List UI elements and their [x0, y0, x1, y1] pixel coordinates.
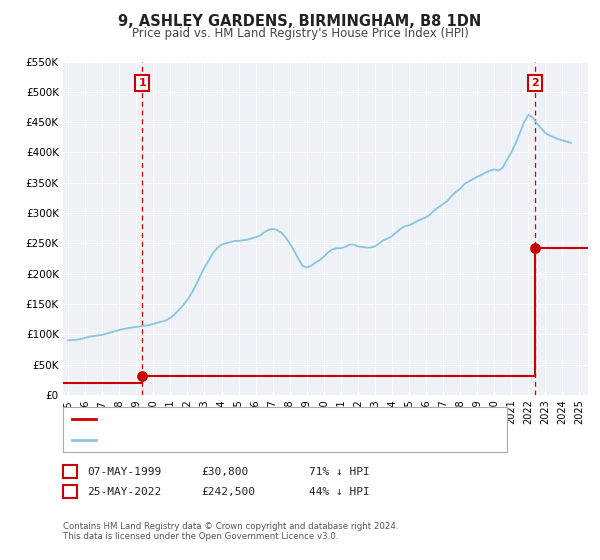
Point [530, 244, 540, 253]
Text: 2: 2 [67, 487, 74, 497]
Point [137, 372, 147, 381]
Text: Contains HM Land Registry data © Crown copyright and database right 2024.
This d: Contains HM Land Registry data © Crown c… [63, 522, 398, 542]
Text: 07-MAY-1999: 07-MAY-1999 [87, 466, 161, 477]
Text: Price paid vs. HM Land Registry's House Price Index (HPI): Price paid vs. HM Land Registry's House … [131, 27, 469, 40]
Text: HPI: Average price, detached house, Birmingham: HPI: Average price, detached house, Birm… [100, 435, 357, 445]
Text: 25-MAY-2022: 25-MAY-2022 [87, 487, 161, 497]
Text: £30,800: £30,800 [201, 466, 248, 477]
Text: 44% ↓ HPI: 44% ↓ HPI [309, 487, 370, 497]
Text: 71% ↓ HPI: 71% ↓ HPI [309, 466, 370, 477]
Text: £242,500: £242,500 [201, 487, 255, 497]
Text: 9, ASHLEY GARDENS, BIRMINGHAM, B8 1DN (detached house): 9, ASHLEY GARDENS, BIRMINGHAM, B8 1DN (d… [100, 414, 424, 424]
Text: 1: 1 [139, 78, 146, 88]
Text: 9, ASHLEY GARDENS, BIRMINGHAM, B8 1DN: 9, ASHLEY GARDENS, BIRMINGHAM, B8 1DN [118, 14, 482, 29]
Text: 1: 1 [67, 466, 74, 477]
Text: 2: 2 [531, 78, 539, 88]
